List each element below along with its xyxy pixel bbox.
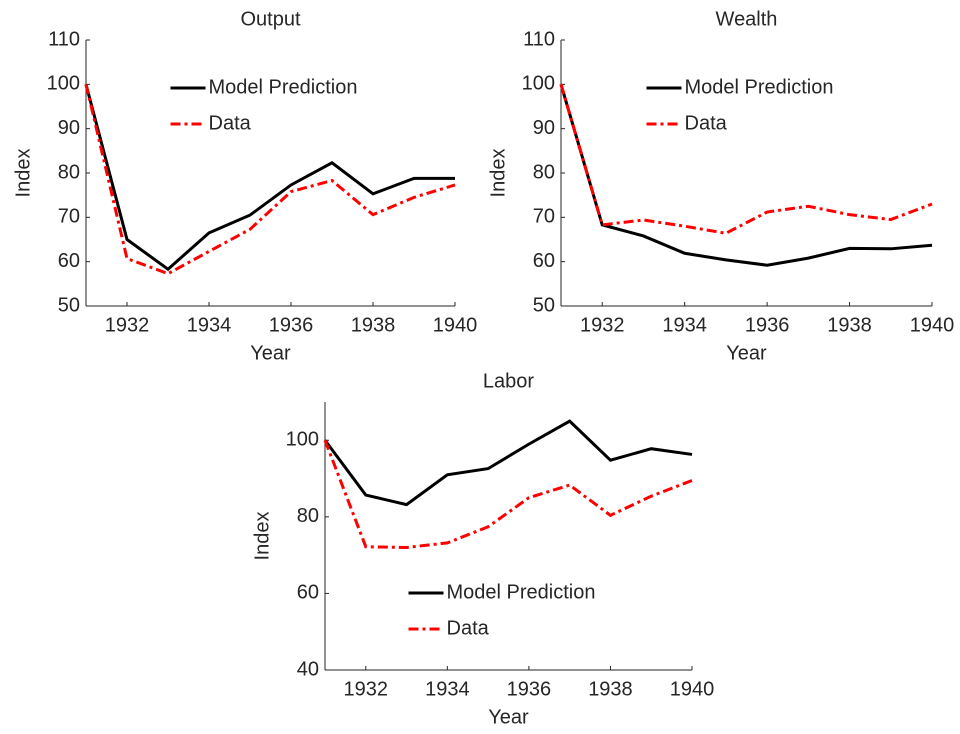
x-tick-label: 1938 — [351, 314, 396, 336]
x-tick-label: 1940 — [433, 314, 478, 336]
x-tick-label: 1934 — [187, 314, 232, 336]
data-line — [323, 419, 693, 507]
data-line — [323, 439, 693, 549]
x-tick-label: 1934 — [662, 314, 707, 336]
y-tick-label: 80 — [297, 505, 319, 527]
x-tick-label: 1936 — [745, 314, 790, 336]
legend-label: Data — [209, 112, 252, 134]
x-tick-label: 1932 — [105, 314, 150, 336]
y-tick-label: 40 — [297, 658, 319, 680]
x-tick-label: 1940 — [670, 678, 715, 700]
y-tick-label: 60 — [58, 250, 80, 272]
y-tick-label: 80 — [533, 161, 555, 183]
x-tick-label: 1932 — [580, 314, 625, 336]
y-tick-label: 70 — [533, 206, 555, 228]
chart-title: Wealth — [716, 8, 778, 30]
x-tick-label: 1934 — [425, 678, 470, 700]
y-tick-label: 100 — [47, 73, 80, 95]
y-tick-label: 90 — [58, 117, 80, 139]
y-tick-label: 110 — [48, 28, 80, 50]
data-line — [559, 83, 933, 235]
legend-label: Model Prediction — [447, 581, 596, 603]
data-line — [84, 83, 455, 272]
y-tick-label: 70 — [58, 206, 80, 228]
y-tick-label: 50 — [533, 294, 555, 316]
y-axis-label: Index — [12, 149, 34, 198]
y-tick-label: 60 — [297, 582, 319, 604]
y-tick-label: 60 — [533, 250, 555, 272]
y-axis-label: Index — [487, 149, 509, 198]
legend-label: Data — [447, 617, 490, 639]
y-tick-label: 90 — [533, 117, 555, 139]
x-axis-label: Year — [250, 342, 291, 364]
x-tick-label: 1938 — [827, 314, 872, 336]
x-axis-label: Year — [488, 706, 529, 728]
y-axis-label: Index — [251, 512, 273, 561]
x-tick-label: 1932 — [344, 678, 389, 700]
x-axis-label: Year — [726, 342, 767, 364]
data-line — [559, 83, 933, 267]
chart-title: Labor — [483, 370, 534, 392]
legend-label: Model Prediction — [209, 76, 358, 98]
x-tick-label: 1936 — [507, 678, 552, 700]
y-tick-label: 100 — [522, 73, 555, 95]
y-tick-label: 110 — [523, 28, 555, 50]
y-tick-label: 50 — [58, 294, 80, 316]
legend-label: Data — [685, 112, 728, 134]
y-tick-label: 80 — [58, 161, 80, 183]
chart-title: Output — [240, 8, 300, 30]
y-tick-label: 100 — [286, 429, 319, 451]
x-tick-label: 1936 — [269, 314, 314, 336]
x-tick-label: 1940 — [910, 314, 955, 336]
data-line — [84, 83, 456, 276]
x-tick-label: 1938 — [588, 678, 633, 700]
legend-label: Model Prediction — [685, 76, 834, 98]
